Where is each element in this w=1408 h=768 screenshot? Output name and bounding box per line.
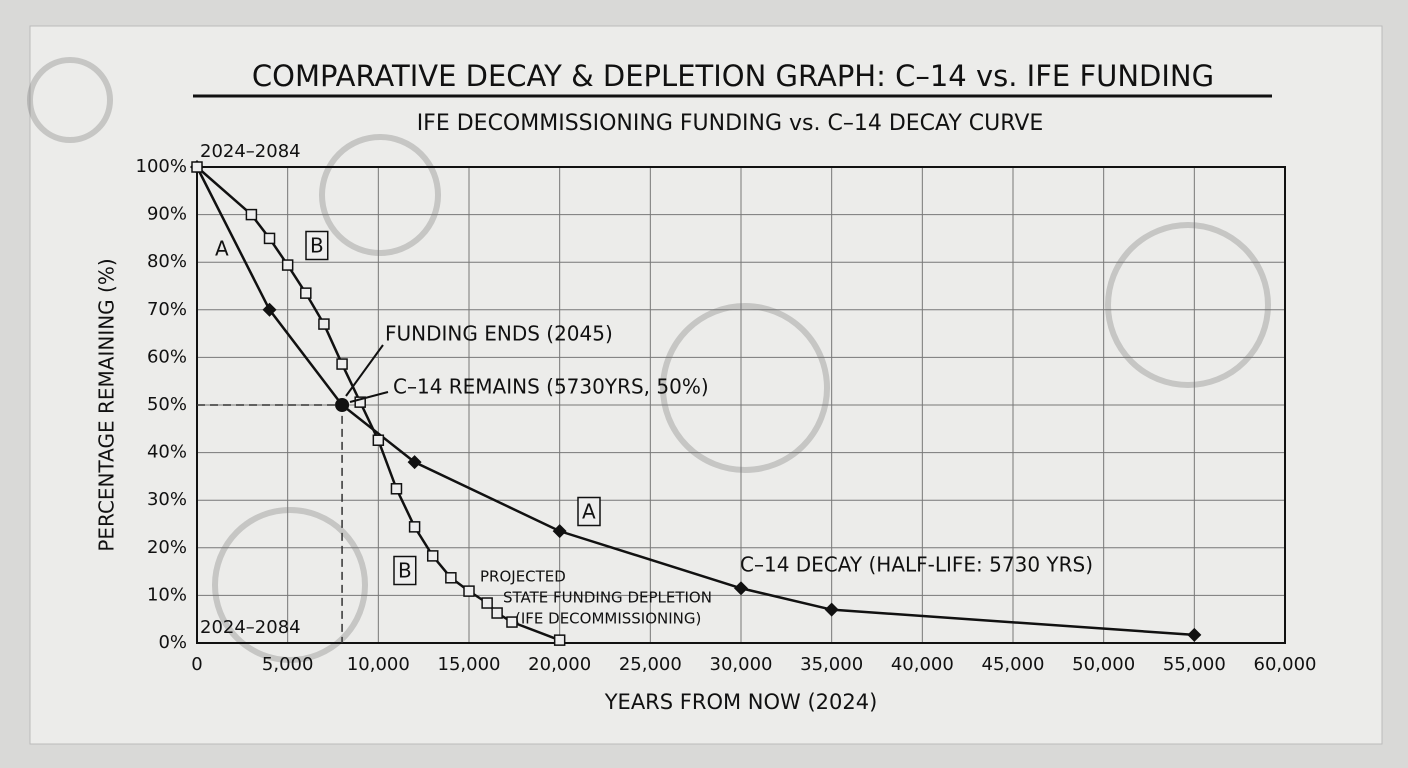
diamond-marker [552,524,567,539]
leader-line [349,391,389,403]
square-marker [481,597,493,609]
annotation: (IFE DECOMMISSIONING) [515,610,701,628]
annotation-box [577,496,601,527]
annotation: C–14 REMAINS (5730YRS, 50%) [393,375,709,399]
square-marker [390,483,403,495]
paper-card [29,25,1383,745]
y-tick-label: 0% [158,632,187,653]
leader-line [345,344,384,397]
square-marker [553,634,566,646]
diamond-marker [734,581,748,596]
y-tick-label: 50% [147,394,187,415]
annotation-box [305,230,329,261]
y-tick-label: 100% [136,156,187,177]
square-marker [281,259,294,271]
square-marker [445,572,457,584]
x-tick-label: 10,000 [347,654,410,675]
y-tick-label: 30% [147,489,187,510]
annotation: B [310,234,324,258]
chart-subtitle: IFE DECOMMISSIONING FUNDING vs. C–14 DEC… [417,111,1044,136]
y-tick-label: 80% [147,251,187,272]
y-tick-label: 10% [147,584,187,605]
x-tick-label: 45,000 [982,654,1045,675]
diamond-marker [1187,627,1202,642]
annotation: 2024–2084 [200,617,301,638]
x-tick-label: 25,000 [619,654,682,675]
diamond-marker [262,302,277,317]
square-marker [463,585,475,597]
annotation: A [215,237,229,261]
x-tick-label: 30,000 [710,654,773,675]
x-axis-label: YEARS FROM NOW (2024) [604,690,878,714]
x-tick-label: 5,000 [262,654,314,675]
x-tick-label: 0 [191,654,202,675]
x-tick-label: 60,000 [1254,654,1317,675]
x-tick-label: 35,000 [800,654,863,675]
square-marker [191,161,203,173]
annotation: B [398,559,412,583]
annotation: STATE FUNDING DEPLETION [503,589,712,607]
y-tick-label: 40% [147,442,187,463]
annotation-box [393,555,417,586]
x-tick-label: 50,000 [1072,654,1135,675]
x-tick-label: 20,000 [528,654,591,675]
y-tick-label: 70% [147,299,187,320]
square-marker [300,287,312,299]
plot-area: 0% 10% 20% 30% 40% 50% 60% 70% 80% 90% 100% 0 5,000 1… [136,156,1317,675]
x-tick-label: 55,000 [1163,654,1226,675]
diamond-marker [407,455,422,470]
series-line [195,166,1195,637]
annotation: A [582,500,596,524]
x-tick-label: 15,000 [438,654,501,675]
highlight-marker [335,398,350,412]
stains [27,57,1271,663]
square-marker [408,521,421,533]
chart-title: COMPARATIVE DECAY & DEPLETION GRAPH: C–1… [252,59,1214,93]
annotation: PROJECTED [480,568,566,586]
square-marker [245,208,258,221]
y-tick-label: 60% [147,346,187,367]
square-marker [506,616,518,628]
y-tick-label: 90% [147,204,187,225]
square-marker [336,358,348,370]
square-marker [426,550,439,562]
y-tick-label: 20% [147,537,187,558]
annotation: FUNDING ENDS (2045) [385,322,613,346]
annotation: 2024–2084 [200,141,301,162]
x-tick-label: 40,000 [891,654,954,675]
square-marker [354,396,366,408]
square-marker [263,232,276,245]
square-marker [318,318,330,330]
square-marker [372,434,385,446]
y-axis-label: PERCENTAGE REMAINING (%) [95,258,119,551]
annotation: C–14 DECAY (HALF-LIFE: 5730 YRS) [740,553,1093,577]
square-marker [491,607,503,619]
diamond-marker [824,602,839,617]
